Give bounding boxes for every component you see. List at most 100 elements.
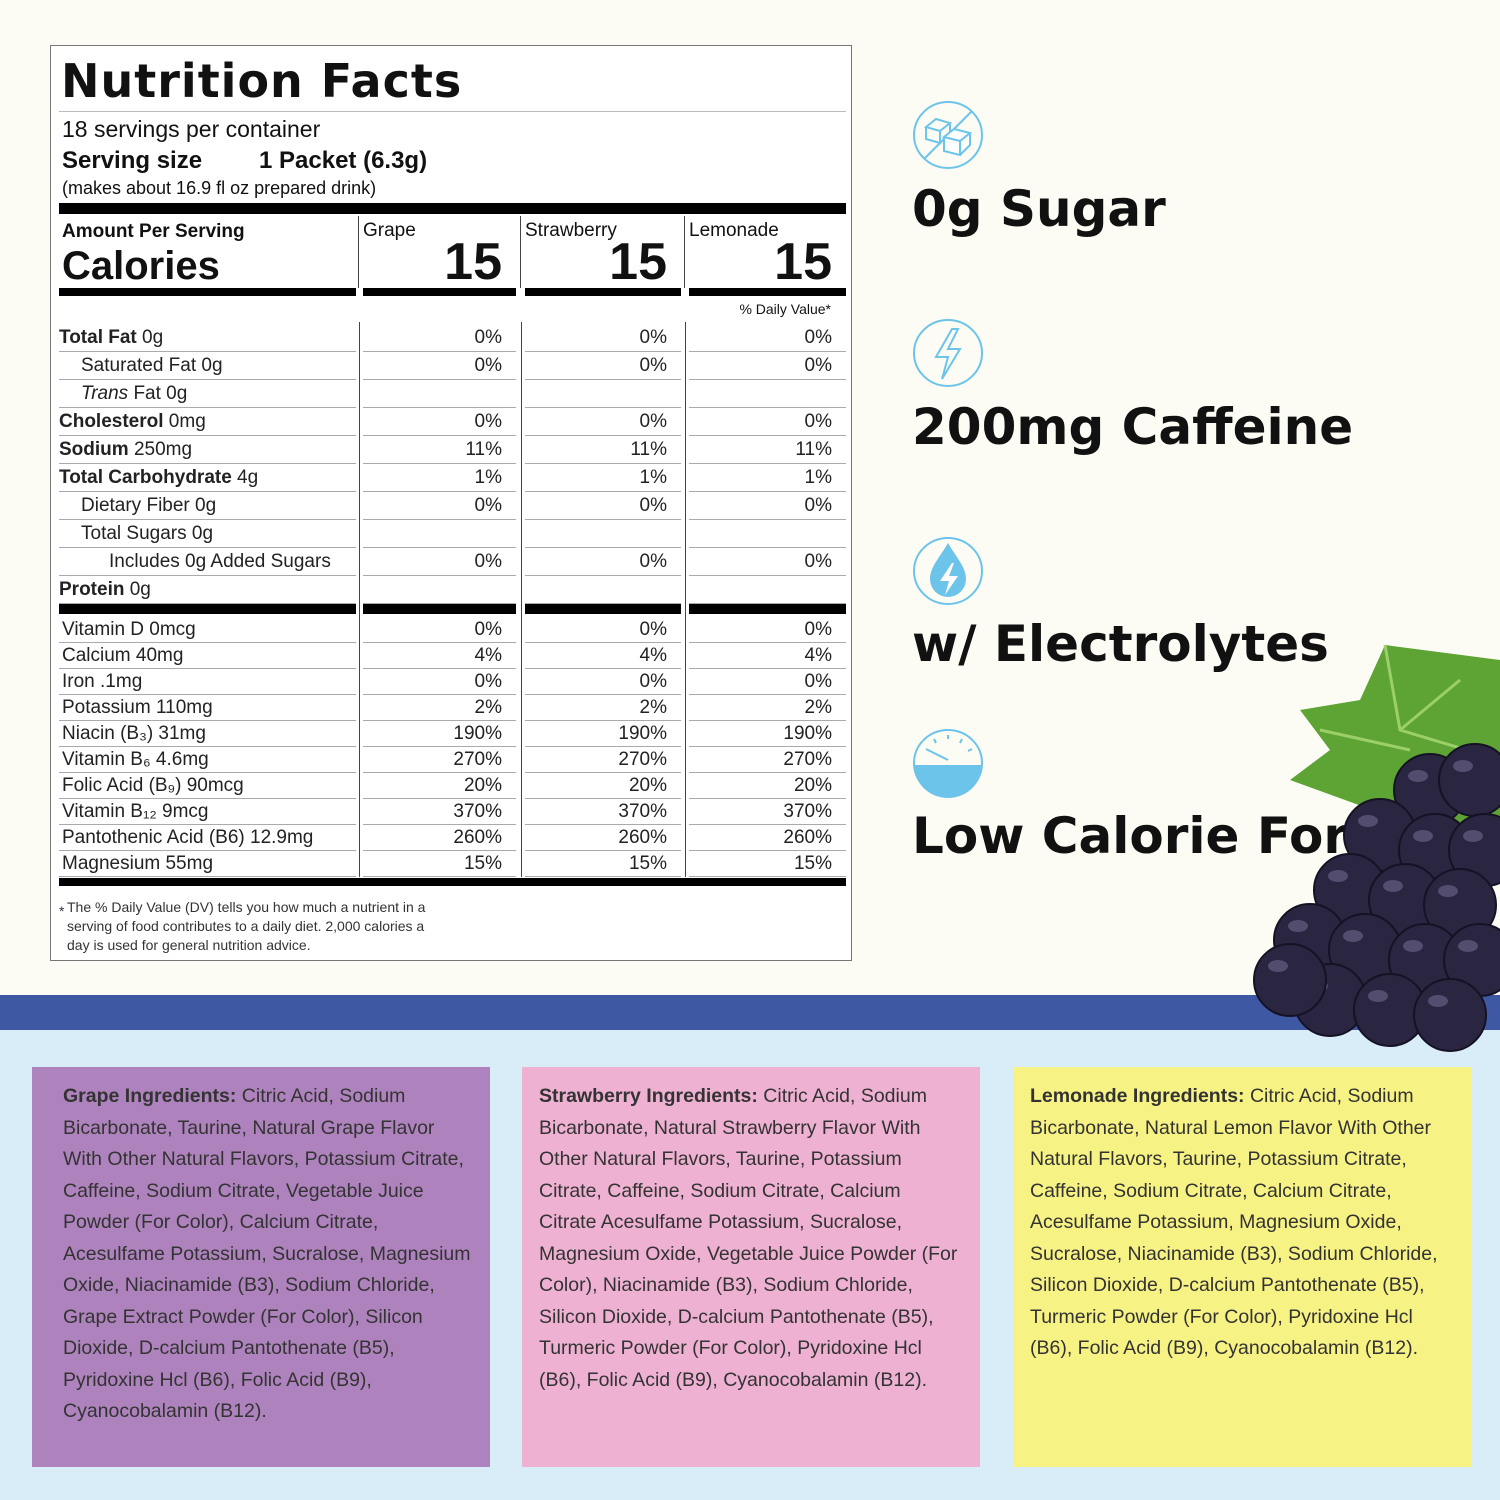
flavor-name: Grape <box>363 220 416 241</box>
vitamin-row: Pantothenic Acid (B6) 12.9mg 260% 260% 260% <box>59 825 846 851</box>
daily-value: 2% <box>363 695 516 721</box>
lemonade-ingredients-box: Lemonade Ingredients: Citric Acid, Sodiu… <box>1013 1067 1471 1467</box>
nutrient-row: Includes 0g Added Sugars 0% 0% 0% <box>59 548 846 576</box>
footnote: * The % Daily Value (DV) tells you how mu… <box>59 899 426 953</box>
daily-value: 0% <box>525 408 681 436</box>
daily-value: 4% <box>689 643 846 669</box>
daily-value: 15% <box>525 851 681 877</box>
daily-value: 190% <box>363 721 516 747</box>
feature-caffeine: 200mg Caffeine <box>912 398 1354 456</box>
daily-value <box>525 520 681 548</box>
daily-value: 0% <box>689 324 846 352</box>
daily-value: 20% <box>689 773 846 799</box>
daily-value: 370% <box>363 799 516 825</box>
flavor-name: Lemonade <box>689 220 779 241</box>
vitamin-row: Vitamin B₁₂ 9mcg 370% 370% 370% <box>59 799 846 825</box>
daily-value <box>525 380 681 408</box>
nutrient-row: Cholesterol 0mg 0% 0% 0% <box>59 408 846 436</box>
daily-value: 11% <box>689 436 846 464</box>
daily-value: 15% <box>363 851 516 877</box>
daily-value: 0% <box>525 617 681 643</box>
daily-value: 0% <box>363 492 516 520</box>
vitamin-row: Potassium 110mg 2% 2% 2% <box>59 695 846 721</box>
daily-value: 0% <box>689 352 846 380</box>
vitamin-row: Vitamin D 0mcg 0% 0% 0% <box>59 617 846 643</box>
grape <box>1253 943 1327 1017</box>
blue-band <box>0 995 1500 1030</box>
daily-value: 0% <box>689 492 846 520</box>
daily-value: 1% <box>363 464 516 492</box>
calories-label: Calories <box>62 244 220 288</box>
vitamin-row: Folic Acid (B₉) 90mcg 20% 20% 20% <box>59 773 846 799</box>
nutrient-row: Sodium 250mg 11% 11% 11% <box>59 436 846 464</box>
daily-value: 15% <box>689 851 846 877</box>
daily-value: 370% <box>689 799 846 825</box>
daily-value-header: % Daily Value* <box>739 301 831 317</box>
gauge-icon <box>913 729 983 798</box>
daily-value: 190% <box>525 721 681 747</box>
daily-value: 260% <box>689 825 846 851</box>
daily-value: 260% <box>525 825 681 851</box>
daily-value: 11% <box>363 436 516 464</box>
daily-value: 270% <box>363 747 516 773</box>
daily-value: 20% <box>525 773 681 799</box>
daily-value: 0% <box>525 669 681 695</box>
prepared-note: (makes about 16.9 fl oz prepared drink) <box>62 178 377 198</box>
feature-electrolytes: w/ Electrolytes <box>912 615 1329 673</box>
daily-value <box>689 520 846 548</box>
serving-size-value: 1 Packet (6.3g) <box>259 147 428 174</box>
label-title: Nutrition Facts <box>61 54 463 108</box>
servings-per-container: 18 servings per container <box>62 116 321 142</box>
daily-value: 0% <box>689 617 846 643</box>
flavor-name: Strawberry <box>525 220 617 241</box>
daily-value: 2% <box>689 695 846 721</box>
daily-value: 370% <box>525 799 681 825</box>
daily-value: 0% <box>525 352 681 380</box>
vitamin-row: Magnesium 55mg 15% 15% 15% <box>59 851 846 877</box>
grapes-image <box>1253 644 1500 1052</box>
daily-value <box>525 576 681 604</box>
daily-value: 0% <box>525 324 681 352</box>
daily-value: 270% <box>689 747 846 773</box>
daily-value: 0% <box>363 617 516 643</box>
daily-value <box>363 576 516 604</box>
daily-value <box>689 380 846 408</box>
calories-divider <box>59 288 356 296</box>
daily-value: 0% <box>363 324 516 352</box>
thick-divider <box>59 203 846 214</box>
grape <box>1438 743 1500 817</box>
daily-value <box>363 520 516 548</box>
lightning-bolt-icon <box>913 319 983 387</box>
daily-value: 0% <box>689 408 846 436</box>
daily-value: 270% <box>525 747 681 773</box>
nutrient-row: Saturated Fat 0g 0% 0% 0% <box>59 352 846 380</box>
serving-size-label: Serving size <box>62 147 203 174</box>
daily-value: 1% <box>689 464 846 492</box>
daily-value: 2% <box>525 695 681 721</box>
nutrient-row: Protein 0g <box>59 576 846 604</box>
daily-value: 0% <box>363 408 516 436</box>
sugar-cubes-crossed-icon <box>913 101 983 169</box>
daily-value <box>689 576 846 604</box>
grape <box>1413 978 1487 1052</box>
water-drop-bolt-icon <box>913 537 983 605</box>
daily-value: 0% <box>689 548 846 576</box>
daily-value: 190% <box>689 721 846 747</box>
nutrient-row: Total Sugars 0g <box>59 520 846 548</box>
nutrition-facts-label: Nutrition Facts 18 servings per containe… <box>50 45 852 961</box>
daily-value: 20% <box>363 773 516 799</box>
feature-sugar: 0g Sugar <box>912 180 1166 238</box>
daily-value: 260% <box>363 825 516 851</box>
vitamin-row: Vitamin B₆ 4.6mg 270% 270% 270% <box>59 747 846 773</box>
daily-value: 0% <box>525 548 681 576</box>
nutrient-row: Total Carbohydrate 4g 1% 1% 1% <box>59 464 846 492</box>
strawberry-ingredients-box: Strawberry Ingredients: Citric Acid, Sod… <box>522 1067 980 1467</box>
daily-value: 11% <box>525 436 681 464</box>
vitamin-row: Niacin (B₃) 31mg 190% 190% 190% <box>59 721 846 747</box>
daily-value: 4% <box>363 643 516 669</box>
nutrient-row: Trans Fat 0g <box>59 380 846 408</box>
nutrient-row: Dietary Fiber 0g 0% 0% 0% <box>59 492 846 520</box>
flavor-calories: 15 <box>774 233 832 291</box>
daily-value: 0% <box>689 669 846 695</box>
daily-value: 0% <box>363 669 516 695</box>
